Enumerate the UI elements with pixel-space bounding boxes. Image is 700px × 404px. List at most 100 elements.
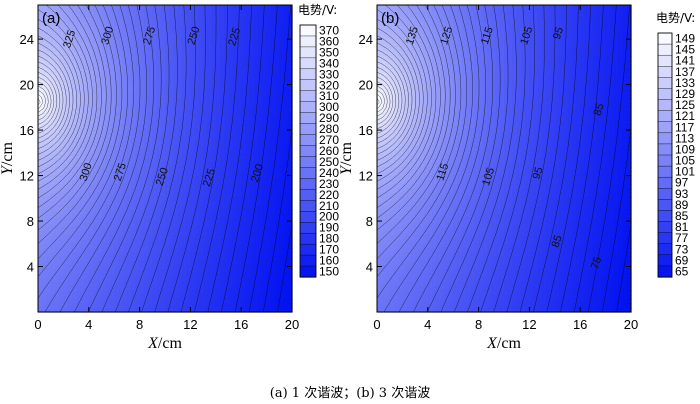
heatmap-cell (203, 303, 208, 309)
heatmap-cell (262, 226, 268, 232)
heatmap-cell (186, 260, 191, 266)
heatmap-cell (181, 252, 187, 258)
heatmap-cell (283, 230, 289, 236)
heatmap-cell (118, 51, 124, 57)
heatmap-cell (249, 34, 255, 40)
heatmap-cell (59, 34, 64, 40)
heatmap-cell (224, 226, 230, 232)
heatmap-cell (76, 154, 81, 160)
heatmap-cell (220, 154, 225, 160)
heatmap-cell (93, 299, 98, 305)
heatmap-cell (105, 243, 111, 249)
heatmap-cell (393, 299, 399, 305)
heatmap-cell (46, 162, 52, 168)
heatmap-cell (93, 286, 98, 292)
heatmap-cell (377, 107, 382, 113)
heatmap-cell (190, 154, 196, 160)
heatmap-cell (398, 256, 403, 262)
heatmap-cell (63, 209, 69, 215)
heatmap-cell (279, 145, 285, 151)
heatmap-cell (84, 188, 90, 194)
heatmap-cell (84, 77, 90, 83)
heatmap-cell (131, 307, 136, 313)
heatmap-cell (224, 175, 230, 181)
heatmap-cell (97, 222, 103, 228)
heatmap-cell (67, 13, 73, 19)
heatmap-cell (160, 175, 166, 181)
heatmap-cell (165, 124, 170, 130)
heatmap-cell (377, 188, 382, 194)
heatmap-cell (152, 162, 158, 168)
heatmap-cell (88, 230, 94, 236)
heatmap-cell (198, 145, 204, 151)
heatmap-cell (139, 22, 145, 27)
heatmap-cell (203, 13, 208, 19)
heatmap-cell (152, 226, 158, 232)
heatmap-cell (152, 124, 158, 130)
heatmap-cell (275, 103, 280, 108)
heatmap-cell (194, 196, 200, 202)
heatmap-cell (232, 68, 238, 74)
heatmap-cell (258, 158, 263, 164)
heatmap-cell (101, 294, 107, 300)
heatmap-cell (139, 17, 145, 23)
heatmap-cell (152, 294, 158, 300)
heatmap-cell (46, 56, 52, 62)
heatmap-cell (109, 260, 115, 266)
heatmap-cell (152, 184, 158, 189)
heatmap-cell (80, 39, 86, 44)
heatmap-cell (156, 205, 162, 211)
heatmap-cell (181, 34, 187, 40)
heatmap-cell (93, 179, 98, 185)
heatmap-cell (118, 137, 124, 143)
heatmap-cell (389, 294, 395, 300)
heatmap-cell (118, 56, 124, 62)
heatmap-cell (275, 273, 280, 279)
heatmap-cell (266, 137, 272, 143)
heatmap-cell (232, 39, 238, 44)
heatmap-cell (54, 226, 60, 232)
heatmap-cell (377, 56, 382, 62)
heatmap-cell (266, 179, 272, 185)
heatmap-cell (67, 34, 73, 40)
heatmap-cell (194, 269, 200, 275)
heatmap-cell (160, 34, 166, 40)
heatmap-cell (109, 269, 115, 275)
heatmap-cell (385, 64, 391, 70)
heatmap-cell (241, 235, 247, 241)
heatmap-cell (402, 9, 408, 15)
heatmap-cell (198, 149, 204, 155)
heatmap-cell (71, 9, 77, 15)
heatmap-cell (67, 277, 73, 283)
heatmap-cell (38, 167, 43, 172)
heatmap-cell (165, 64, 170, 70)
heatmap-cell (139, 111, 145, 117)
heatmap-cell (135, 184, 141, 189)
heatmap-cell (203, 60, 208, 66)
heatmap-cell (84, 307, 90, 313)
heatmap-cell (224, 184, 230, 189)
heatmap-cell (156, 226, 162, 232)
heatmap-cell (275, 120, 280, 125)
heatmap-cell (63, 47, 69, 53)
heatmap-cell (190, 162, 196, 168)
heatmap-cell (194, 230, 200, 236)
heatmap-cell (377, 282, 382, 288)
heatmap-cell (105, 94, 111, 100)
heatmap-cell (114, 137, 120, 143)
heatmap-cell (398, 137, 403, 143)
heatmap-cell (46, 17, 52, 23)
heatmap-cell (101, 235, 107, 241)
heatmap-cell (42, 188, 48, 194)
heatmap-cell (203, 64, 208, 70)
heatmap-cell (160, 145, 166, 151)
heatmap-cell (270, 120, 276, 125)
contour-line (234, 4, 278, 313)
heatmap-cell (377, 47, 382, 53)
heatmap-cell (275, 115, 280, 121)
contour-line (37, 94, 44, 109)
heatmap-cell (173, 128, 179, 134)
heatmap-cell (190, 213, 196, 219)
heatmap-cell (88, 260, 94, 266)
heatmap-cell (97, 303, 103, 309)
